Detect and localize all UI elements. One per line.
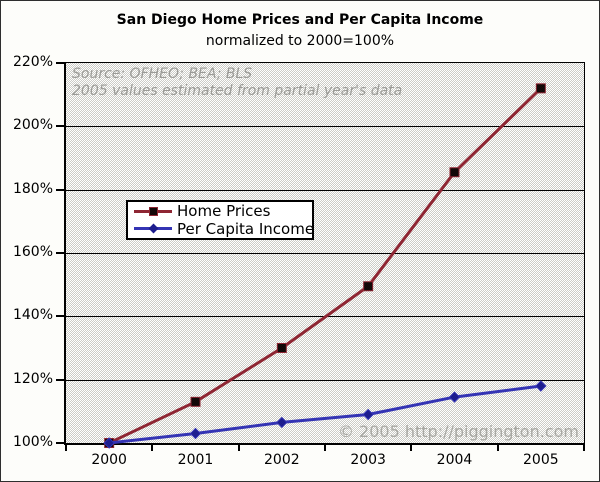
x-axis-label: 2000 bbox=[91, 452, 127, 468]
home-prices-square-marker bbox=[535, 83, 546, 94]
x-axis-label: 2004 bbox=[436, 452, 473, 468]
x-axis-tick bbox=[583, 444, 585, 451]
y-axis-tick bbox=[56, 62, 64, 64]
legend: Home Prices Per Capita Income bbox=[126, 200, 314, 240]
x-axis-tick bbox=[237, 444, 240, 451]
source-annotation-line1: Source: OFHEO; BEA; BLS bbox=[72, 66, 253, 82]
per-capita-income-diamond-marker bbox=[276, 416, 288, 429]
y-axis-tick bbox=[56, 125, 64, 128]
per-capita-income-diamond-marker bbox=[103, 437, 115, 449]
x-axis-label: 2002 bbox=[264, 452, 300, 468]
per-capita-income-diamond-marker bbox=[448, 391, 461, 403]
plot-area: Source: OFHEO; BEA; BLS 2005 values esti… bbox=[64, 62, 585, 449]
y-axis-label: 200% bbox=[12, 117, 53, 134]
legend-label-home-prices: Home Prices bbox=[177, 202, 271, 221]
per-capita-income-line-sample bbox=[134, 223, 172, 234]
legend-item-home-prices: Home Prices bbox=[134, 202, 312, 221]
legend-label-per-capita-income: Per Capita Income bbox=[177, 219, 315, 238]
y-axis-tick bbox=[56, 188, 64, 191]
x-axis-tick bbox=[496, 444, 499, 451]
legend-item-per-capita-income: Per Capita Income bbox=[134, 219, 315, 238]
y-axis-tick bbox=[56, 252, 64, 254]
y-axis-label: 160% bbox=[12, 244, 53, 260]
y-axis-tick bbox=[56, 442, 64, 444]
source-annotation-line2: 2005 values estimated from partial year'… bbox=[72, 83, 403, 99]
y-axis-label: 100% bbox=[12, 434, 53, 450]
y-axis-tick bbox=[56, 378, 64, 381]
chart-title: San Diego Home Prices and Per Capita Inc… bbox=[116, 12, 484, 28]
x-axis-tick bbox=[151, 444, 154, 451]
home-prices-square-marker bbox=[190, 396, 201, 407]
x-axis-label: 2003 bbox=[350, 452, 386, 468]
per-capita-income-line bbox=[109, 384, 542, 445]
home-prices-line bbox=[108, 87, 542, 445]
x-axis-tick bbox=[410, 444, 413, 451]
home-prices-square-marker bbox=[276, 343, 287, 353]
y-axis-tick bbox=[56, 315, 64, 318]
x-axis-tick bbox=[65, 444, 67, 451]
y-axis-label: 180% bbox=[12, 180, 53, 197]
home-prices-square-marker bbox=[449, 167, 460, 178]
x-axis-label: 2005 bbox=[523, 452, 559, 468]
per-capita-income-diamond-marker bbox=[535, 380, 547, 392]
x-axis-label: 2001 bbox=[177, 452, 214, 468]
per-capita-income-diamond-marker bbox=[189, 427, 202, 440]
x-axis-tick bbox=[324, 444, 326, 451]
home-prices-square-marker bbox=[363, 281, 374, 292]
y-axis-label: 220% bbox=[12, 54, 53, 70]
y-axis-label: 140% bbox=[12, 307, 53, 324]
watermark: © 2005 http://piggington.com bbox=[337, 422, 579, 441]
diamond-marker-icon bbox=[148, 223, 158, 234]
source-annotation: Source: OFHEO; BEA; BLS 2005 values esti… bbox=[72, 66, 402, 100]
chart-canvas bbox=[66, 83, 584, 449]
home-prices-line-sample bbox=[134, 206, 172, 216]
square-marker-icon bbox=[148, 206, 158, 216]
y-axis-label: 120% bbox=[12, 370, 53, 387]
per-capita-income-diamond-marker bbox=[362, 408, 374, 421]
chart-subtitle: normalized to 2000=100% bbox=[205, 33, 395, 49]
